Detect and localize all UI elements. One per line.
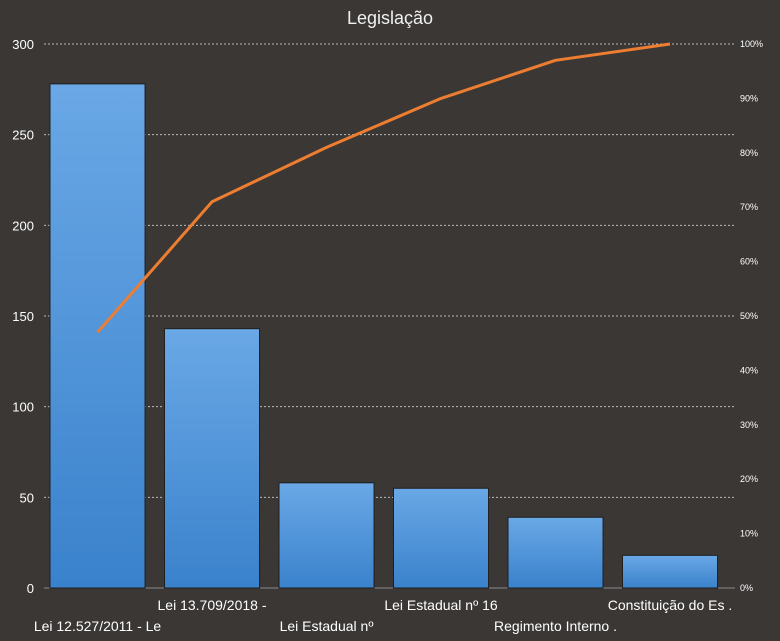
y-tick-label: 200 — [12, 218, 34, 233]
y2-tick-label: 40% — [740, 365, 758, 375]
gridlines — [44, 43, 735, 589]
left-axis: 0 50 100 150 200 250 300 — [12, 37, 34, 596]
y2-tick-label: 80% — [740, 148, 758, 158]
y2-tick-label: 20% — [740, 474, 758, 484]
y2-tick-label: 50% — [740, 311, 758, 321]
y-tick-label: 250 — [12, 128, 34, 143]
y2-tick-label: 60% — [740, 257, 758, 267]
y2-tick-label: 0% — [740, 583, 753, 593]
y-tick-label: 50 — [20, 490, 34, 505]
y2-tick-label: 70% — [740, 202, 758, 212]
y2-tick-label: 100% — [740, 39, 763, 49]
category-label: Lei 13.709/2018 - — [158, 597, 267, 613]
category-label: Lei Estadual nº — [280, 618, 374, 634]
bar — [164, 328, 261, 589]
category-label: Constituição do Es . — [608, 597, 733, 613]
chart-title: Legislação — [346, 8, 434, 28]
category-label: Lei Estadual nº 16 — [384, 597, 498, 613]
y2-tick-label: 90% — [740, 93, 758, 103]
category-axis: Lei 12.527/2011 - Le Lei 13.709/2018 - Lei… — [34, 597, 732, 634]
bar — [278, 482, 375, 589]
y-tick-label: 0 — [27, 581, 34, 596]
y-tick-label: 100 — [12, 400, 34, 415]
bar — [507, 516, 604, 589]
y-tick-label: 300 — [12, 37, 34, 52]
y2-tick-label: 10% — [740, 529, 758, 539]
y-tick-label: 150 — [12, 309, 34, 324]
bar — [49, 83, 146, 589]
cumulative-line-series — [96, 42, 671, 334]
bar-series — [49, 83, 719, 589]
bar — [393, 487, 490, 589]
category-label: Regimento Interno . — [494, 618, 617, 634]
cumulative-line — [96, 42, 671, 334]
right-axis: 0% 10% 20% 30% 40% 50% 60% 70% 80% 90% 100% — [740, 39, 763, 593]
category-label: Lei 12.527/2011 - Le — [34, 618, 162, 634]
bar — [622, 554, 719, 589]
y2-tick-label: 30% — [740, 420, 758, 430]
